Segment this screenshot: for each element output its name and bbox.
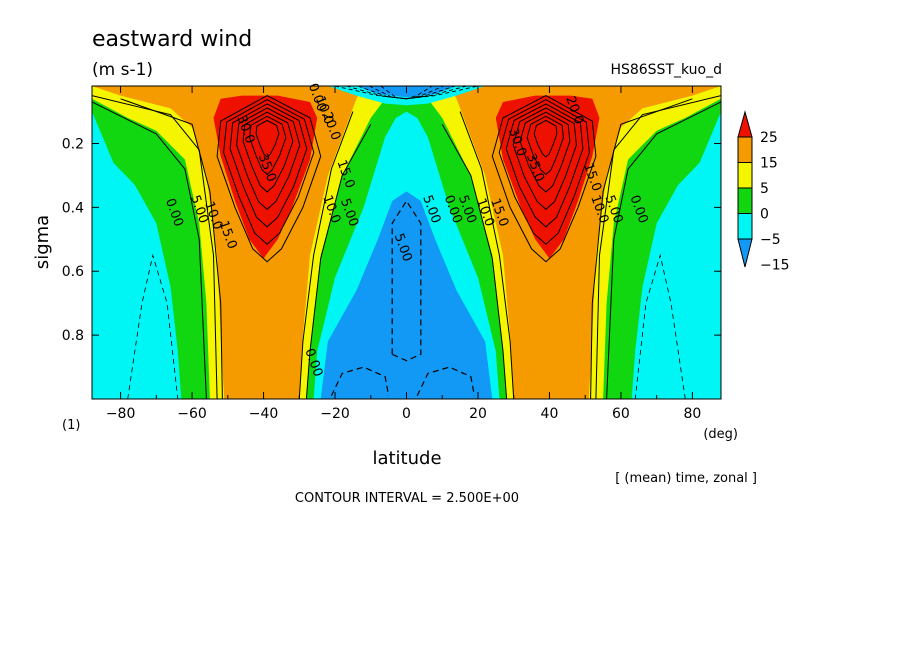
run-name: HS86SST_kuo_d	[610, 62, 722, 78]
contour-interval: CONTOUR INTERVAL = 2.500E+00	[295, 491, 519, 506]
colorbar-bottom-arrow	[737, 238, 753, 268]
x-tick-label: −40	[249, 406, 279, 422]
jet-contour-south	[242, 111, 294, 193]
chart-units: (m s-1)	[92, 60, 153, 80]
jet-contour-north	[526, 115, 564, 176]
strat-easterly-contour	[346, 86, 467, 100]
polar-easterly-contour-south	[127, 253, 179, 399]
tropical-contour-5	[391, 199, 422, 362]
colorbar-label: 15	[760, 156, 778, 172]
x-axis-label: latitude	[372, 448, 441, 469]
y-axis: 0.2 0.4 0.6 0.8	[62, 136, 721, 344]
colorbar-label: −5	[760, 232, 781, 248]
y-tick-label: 0.2	[62, 136, 84, 152]
y-tick-label: 0.8	[62, 328, 84, 344]
jet-contour-north	[533, 119, 558, 158]
x-axis: −80 −60 −40 −20 0 20 40 60 80	[106, 86, 701, 422]
jet-contour-south	[236, 107, 301, 210]
panel-index: (1)	[62, 418, 80, 433]
envelope-contour-north	[459, 111, 515, 399]
colorbar-band-cyan	[737, 213, 753, 240]
region-blue-tropics	[320, 191, 493, 399]
x-unit-label: (deg)	[703, 427, 738, 442]
jet-contour-south	[223, 99, 315, 245]
x-tick-label: 20	[469, 406, 487, 422]
colorbar-label: 25	[760, 130, 778, 146]
colorbar: 25 15 5 0 −5 −15	[737, 110, 790, 274]
envelope-contour-south	[298, 111, 354, 399]
y-tick-label: 0.6	[62, 264, 84, 280]
x-tick-label: −60	[177, 406, 207, 422]
envelope-contour-north	[590, 98, 693, 399]
jet-contour-south	[216, 95, 322, 263]
contour-lines	[92, 86, 721, 399]
x-tick-label: 40	[541, 406, 559, 422]
y-tick-label: 0.4	[62, 200, 84, 216]
x-tick-label: −20	[320, 406, 350, 422]
strat-easterly-contour	[369, 86, 444, 100]
x-tick-label: 0	[402, 406, 411, 422]
strat-easterly-contour	[380, 86, 433, 100]
x-tick-label: 80	[683, 406, 701, 422]
envelope-contour-south	[120, 98, 223, 399]
envelope-contour-north	[441, 124, 508, 399]
colorbar-band-green	[737, 187, 753, 214]
colorbar-label: 0	[760, 207, 769, 223]
jet-contour-south	[255, 119, 280, 158]
colorbar-top-arrow	[737, 110, 753, 138]
colorbar-band-orange	[737, 136, 753, 163]
chart-title: eastward wind	[92, 27, 252, 52]
jet-contour-south	[229, 103, 308, 228]
jet-contour-north	[491, 95, 597, 263]
jet-contour-north	[498, 99, 590, 245]
colorbar-label: −15	[760, 258, 790, 274]
colorbar-band-yellow	[737, 162, 753, 189]
envelope-contour-north	[606, 101, 721, 399]
jet-contour-south	[249, 115, 287, 176]
time-zonal-note: [ (mean) time, zonal ]	[615, 471, 757, 486]
colorbar-label: 5	[760, 181, 769, 197]
envelope-contour-south	[305, 124, 372, 399]
jet-contour-north	[512, 107, 577, 210]
x-tick-label: −80	[106, 406, 136, 422]
jet-contour-north	[519, 111, 571, 193]
x-tick-label: 60	[612, 406, 630, 422]
y-axis-label: sigma	[32, 215, 53, 269]
jet-contour-north	[505, 103, 584, 228]
polar-easterly-contour-north	[634, 253, 686, 399]
wind-field	[92, 86, 721, 399]
envelope-contour-south	[92, 101, 207, 399]
